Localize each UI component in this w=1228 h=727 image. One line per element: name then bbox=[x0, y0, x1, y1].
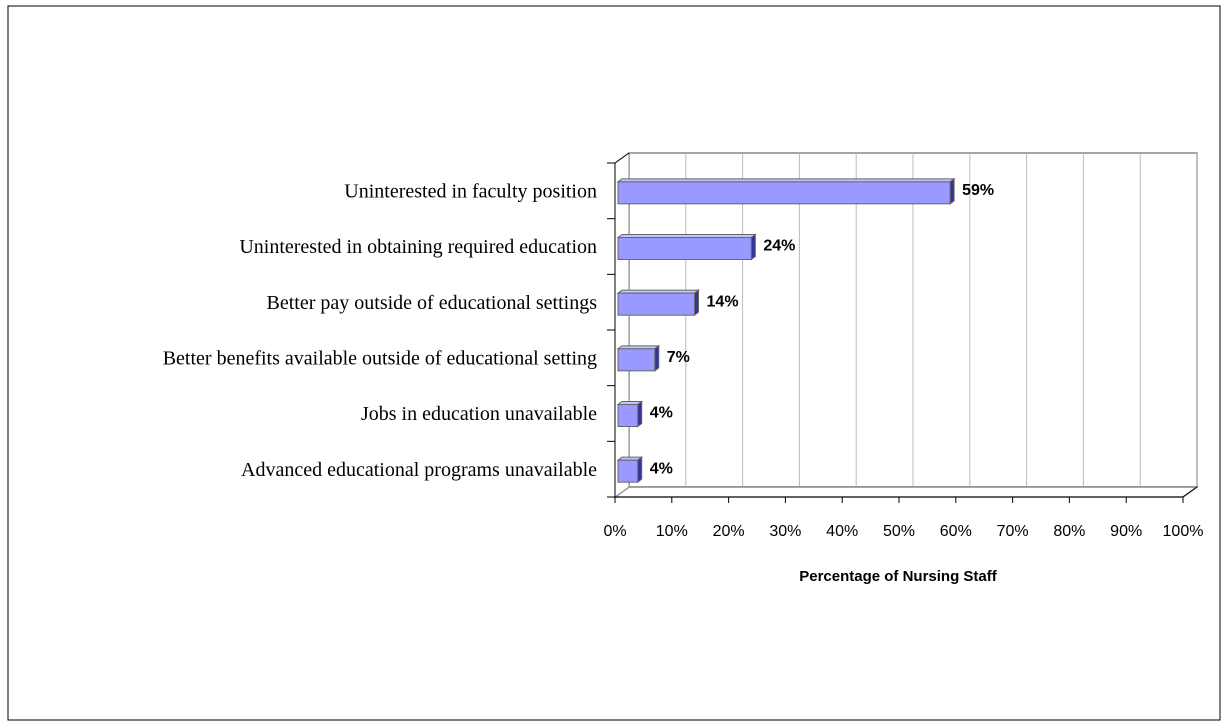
x-tick-label: 20% bbox=[713, 523, 745, 540]
x-tick-label: 100% bbox=[1163, 523, 1204, 540]
bar-side bbox=[949, 177, 955, 205]
bar bbox=[617, 404, 639, 427]
value-label: 14% bbox=[707, 293, 739, 310]
category-label: Better pay outside of educational settin… bbox=[267, 292, 598, 314]
bar bbox=[617, 348, 656, 372]
x-tick-label: 50% bbox=[883, 523, 915, 540]
side-wall bbox=[614, 152, 630, 498]
value-label: 4% bbox=[650, 405, 673, 422]
value-label: 4% bbox=[650, 460, 673, 477]
x-tick-label: 0% bbox=[603, 523, 626, 540]
value-label: 59% bbox=[962, 182, 994, 199]
category-label: Uninterested in obtaining required educa… bbox=[239, 236, 597, 258]
value-label: 24% bbox=[763, 238, 795, 255]
grid bbox=[628, 153, 1198, 487]
y-axis-depth bbox=[614, 152, 630, 164]
x-tick-label: 30% bbox=[769, 523, 801, 540]
value-label: 7% bbox=[667, 349, 690, 366]
bar bbox=[617, 459, 639, 483]
bar-side bbox=[637, 456, 643, 484]
x-tick-label: 80% bbox=[1053, 523, 1085, 540]
x-tick-label: 90% bbox=[1110, 523, 1142, 540]
bar-side bbox=[637, 400, 643, 428]
x-axis-label: Percentage of Nursing Staff bbox=[799, 568, 998, 585]
bar-side bbox=[694, 289, 700, 317]
x-axis-depth bbox=[1182, 486, 1198, 498]
category-label: Jobs in education unavailable bbox=[361, 403, 597, 425]
category-label: Uninterested in faculty position bbox=[344, 180, 597, 202]
x-tick-label: 60% bbox=[940, 523, 972, 540]
bar bbox=[617, 181, 951, 205]
bar-side bbox=[654, 344, 660, 372]
bar bbox=[617, 292, 696, 316]
x-tick-label: 40% bbox=[826, 523, 858, 540]
floor bbox=[612, 486, 1200, 498]
category-label: Better benefits available outside of edu… bbox=[163, 347, 597, 369]
bar-side bbox=[750, 233, 756, 261]
bar bbox=[617, 237, 752, 260]
x-tick-label: 70% bbox=[997, 523, 1029, 540]
x-tick-label: 10% bbox=[656, 523, 688, 540]
category-label: Advanced educational programs unavailabl… bbox=[241, 459, 597, 481]
